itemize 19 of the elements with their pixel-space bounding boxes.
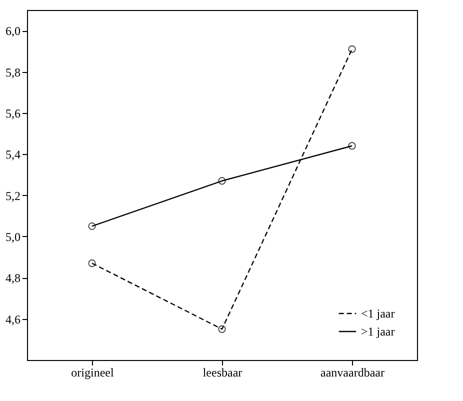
point [348, 142, 356, 150]
point [348, 45, 356, 53]
x-tick-label: aanvaardbaar [320, 366, 384, 380]
y-tick-label: 6,0 [6, 24, 20, 38]
x-tick-label: origineel [71, 366, 114, 380]
point [88, 259, 96, 268]
y-tick-label: 5,8 [6, 65, 20, 80]
x-tick-label: leesbaar [202, 366, 242, 380]
y-tick-label: 5,4 [6, 148, 20, 162]
y-tick-label: 5,2 [6, 188, 20, 203]
y-tick-label: 4,8 [6, 271, 20, 286]
point [218, 177, 226, 185]
y-tick-label: 5,0 [6, 230, 20, 244]
y-tick-label: 4,6 [6, 312, 20, 326]
y-tick-label: 5,6 [6, 106, 20, 120]
legend-label: <1 jaar [361, 306, 395, 320]
legend-label: >1 jaar [361, 324, 395, 338]
point [88, 222, 96, 230]
point [218, 325, 226, 333]
